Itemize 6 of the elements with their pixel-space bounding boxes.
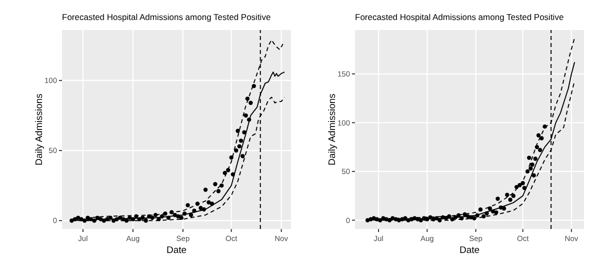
chart-title: Forecasted Hospital Admissions among Tested Positive [62,12,271,22]
y-axis-title: Daily Admissions [34,93,45,166]
x-axis-title: Date [459,245,480,256]
x-axis-title: Date [166,245,187,256]
chart-title: Forecasted Hospital Admissions among Tested Positive [355,12,564,22]
y-axis-title: Daily Admissions [327,93,338,166]
